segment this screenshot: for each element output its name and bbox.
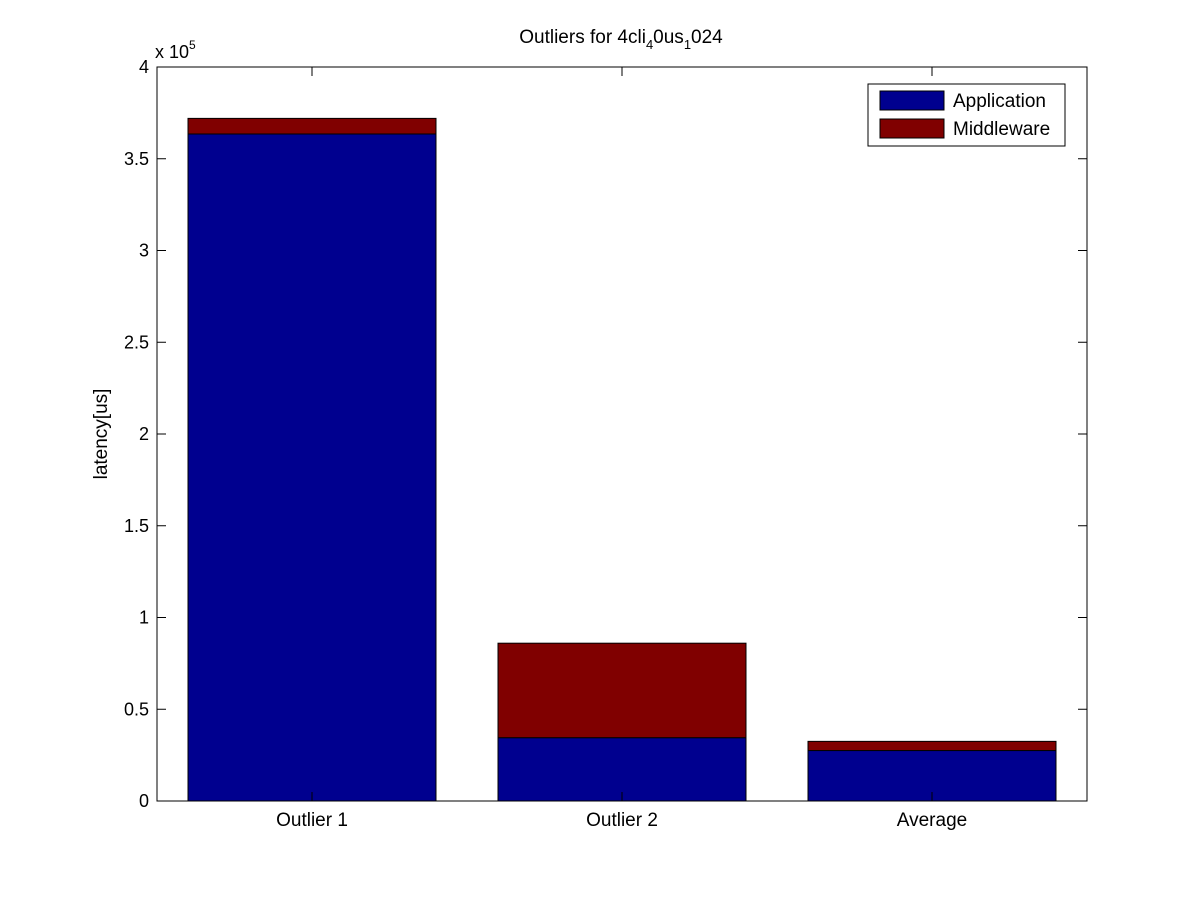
y-tick-label: 1 xyxy=(139,608,149,628)
y-tick-label: 3 xyxy=(139,241,149,261)
bar-middleware-outlier-1 xyxy=(187,117,437,135)
legend-swatch-middleware xyxy=(879,118,945,139)
y-exponent-label: x 105 xyxy=(155,38,196,62)
chart-title-part-a: Outliers for 4cli xyxy=(519,27,646,48)
legend-swatch-application xyxy=(879,90,945,111)
y-exponent-base: x 10 xyxy=(155,42,189,62)
y-tick-label: 0.5 xyxy=(124,699,149,719)
plot-area xyxy=(187,117,1057,802)
bar-application-outlier-2 xyxy=(497,737,747,802)
legend-label-application: Application xyxy=(953,91,1046,112)
chart-title-part-b: 0us xyxy=(653,27,684,48)
axes: 0 0.5 1 1.5 2 2.5 3 3.5 4 Outlier 1 Outlier 2 Avera… xyxy=(124,57,1088,831)
bar-middleware-average xyxy=(807,740,1057,752)
y-axis-label: latency[us] xyxy=(91,389,112,480)
chart-title-part-c: 024 xyxy=(691,27,723,48)
x-tick-label: Average xyxy=(897,810,967,831)
y-tick-label: 3.5 xyxy=(124,149,149,169)
y-tick-label: 2 xyxy=(139,424,149,444)
chart-title-sub-1: 4 xyxy=(646,37,653,52)
x-tick-label: Outlier 2 xyxy=(586,810,658,831)
chart-title: Outliers for 4cli40us1024 xyxy=(519,27,723,52)
chart-title-sub-2: 1 xyxy=(684,37,691,52)
y-tick-label: 2.5 xyxy=(124,332,149,352)
legend: Application Middleware xyxy=(867,83,1066,147)
y-tick-label: 1.5 xyxy=(124,516,149,536)
y-exponent-power: 5 xyxy=(189,38,196,52)
bar-application-outlier-1 xyxy=(187,133,437,802)
y-tick-label: 4 xyxy=(139,57,149,77)
y-tick-label: 0 xyxy=(139,791,149,811)
bar-middleware-outlier-2 xyxy=(497,642,747,739)
legend-label-middleware: Middleware xyxy=(953,119,1050,140)
x-tick-label: Outlier 1 xyxy=(276,810,348,831)
